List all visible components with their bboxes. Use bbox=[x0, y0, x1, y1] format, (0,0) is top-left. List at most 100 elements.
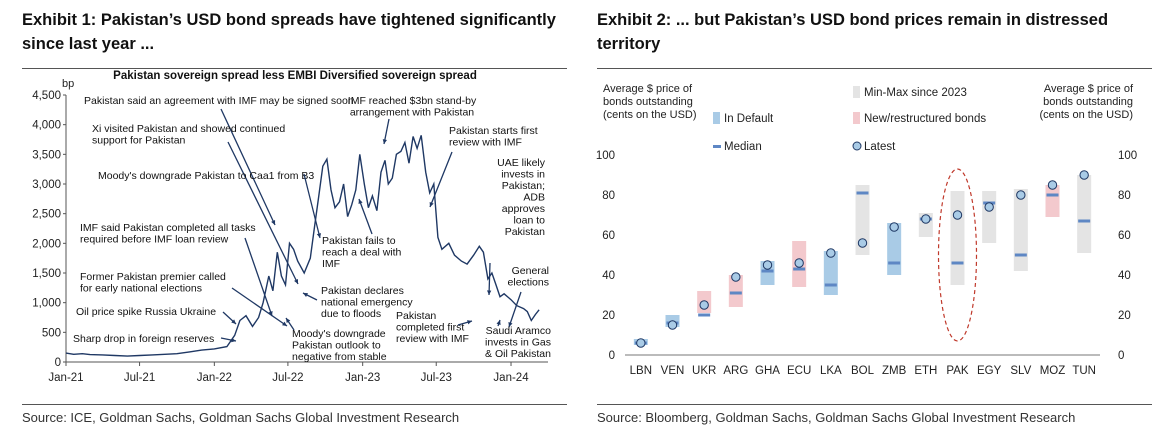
country-lbn bbox=[633, 338, 648, 348]
chart-1-annotation: Former Pakistan premier called for early … bbox=[80, 271, 288, 327]
x-tick-label: LKA bbox=[820, 365, 842, 377]
median-mark bbox=[824, 283, 837, 287]
y-tick-label: 1,000 bbox=[32, 298, 61, 310]
range-bar bbox=[982, 191, 997, 243]
latest-dot bbox=[952, 210, 963, 220]
y-tick-label: 3,000 bbox=[32, 179, 61, 191]
range-bar bbox=[1013, 189, 1028, 271]
latest-dot bbox=[889, 222, 899, 232]
y-tick-label-left: 40 bbox=[602, 270, 615, 282]
exhibit-2-bottom-rule bbox=[597, 404, 1152, 405]
median-mark bbox=[856, 191, 869, 195]
latest-dot bbox=[857, 238, 868, 248]
latest-dot bbox=[667, 320, 678, 330]
svg-text:Former Pakistan premier called: Former Pakistan premier called for early … bbox=[80, 271, 226, 295]
x-tick-label: Jul-22 bbox=[272, 372, 303, 384]
x-tick-label: Jan-23 bbox=[345, 372, 380, 384]
chart-1-annotation: General elections bbox=[508, 265, 549, 328]
x-tick-label: Jan-22 bbox=[197, 372, 232, 384]
svg-text:In Default: In Default bbox=[724, 113, 774, 125]
legend-minmax: Min-Max since 2023 bbox=[853, 86, 967, 99]
median-mark bbox=[793, 267, 806, 271]
country-tun bbox=[1077, 170, 1092, 253]
chart-1-annotation: Saudi Aramco invests in Gas & Oil Pakistan bbox=[485, 319, 551, 360]
latest-dot bbox=[699, 300, 709, 310]
y-tick-label-left: 20 bbox=[602, 310, 615, 322]
chart-1-annotation: Sharp drop in foreign reserves bbox=[73, 333, 237, 345]
svg-text:Sharp drop in foreign reserves: Sharp drop in foreign reserves bbox=[73, 333, 214, 345]
range-bar bbox=[1077, 175, 1092, 253]
y-tick-label: 3,500 bbox=[32, 149, 61, 161]
median-mark bbox=[1014, 253, 1027, 257]
country-moz bbox=[1045, 180, 1060, 217]
x-tick-label: PAK bbox=[946, 365, 968, 377]
svg-text:Latest: Latest bbox=[864, 141, 896, 153]
country-bol bbox=[855, 185, 870, 255]
latest-dot bbox=[636, 338, 646, 348]
chart-1-annotation: Oil price spike Russia Ukraine bbox=[76, 306, 237, 325]
svg-text:New/restructured bonds: New/restructured bonds bbox=[864, 113, 986, 125]
exhibit-2-source: Source: Bloomberg, Goldman Sachs, Goldma… bbox=[597, 410, 1076, 425]
exhibit-2-title: Exhibit 2: ... but Pakistan’s USD bond p… bbox=[597, 11, 1109, 53]
y-tick-label-right: 60 bbox=[1118, 230, 1131, 242]
chart-1-annotation: Pakistan fails to reach a deal with IMF bbox=[322, 198, 402, 270]
exhibit-1-panel: Exhibit 1: Pakistan’s USD bond spreads h… bbox=[0, 0, 575, 441]
latest-dot bbox=[762, 260, 773, 270]
legend-in-default: In Default bbox=[713, 112, 774, 125]
exhibit-2-top-rule bbox=[597, 68, 1152, 69]
chart-1-annotation: Xi visited Pakistan and showed continued… bbox=[92, 123, 299, 285]
svg-text:Xi visited Pakistan and showed: Xi visited Pakistan and showed continued… bbox=[92, 123, 285, 147]
median-mark bbox=[698, 313, 711, 317]
range-bar bbox=[950, 191, 965, 285]
chart-1-annotation: Moody's downgrade Pakistan to Caa1 from … bbox=[98, 170, 322, 239]
x-tick-label: LBN bbox=[630, 365, 652, 377]
latest-dot bbox=[826, 248, 836, 258]
range-bar bbox=[1045, 185, 1060, 217]
x-tick-label: ETH bbox=[914, 365, 937, 377]
y-tick-label-right: 80 bbox=[1118, 190, 1131, 202]
chart-1-y-axis-label: bp bbox=[62, 78, 74, 90]
latest-dot bbox=[1047, 180, 1058, 190]
x-tick-label: Jul-23 bbox=[421, 372, 452, 384]
country-ven bbox=[665, 315, 680, 330]
median-mark bbox=[761, 269, 774, 273]
y-tick-label-left: 80 bbox=[602, 190, 615, 202]
latest-dot bbox=[1079, 170, 1089, 180]
pak-highlight-ellipse bbox=[937, 168, 978, 342]
y-tick-label-right: 0 bbox=[1118, 350, 1124, 362]
median-mark bbox=[729, 291, 742, 295]
chart-1-annotation: Pakistan said an agreement with IMF may … bbox=[84, 95, 354, 226]
country-pak bbox=[937, 168, 978, 342]
legend-new-restructured: New/restructured bonds bbox=[853, 112, 986, 125]
chart-1-title: Pakistan sovereign spread less EMBI Dive… bbox=[113, 70, 477, 82]
latest-dot bbox=[921, 214, 931, 224]
svg-text:(cents on the USD): (cents on the USD) bbox=[1039, 109, 1133, 121]
x-tick-label: VEN bbox=[661, 365, 685, 377]
exhibit-1-chart: Pakistan sovereign spread less EMBI Dive… bbox=[32, 70, 551, 384]
median-mark bbox=[1046, 193, 1059, 197]
svg-text:Oil price spike Russia Ukraine: Oil price spike Russia Ukraine bbox=[76, 306, 216, 318]
chart-1-annotation: IMF reached $3bn stand-by arrangement wit… bbox=[348, 95, 477, 145]
y-tick-label-right: 100 bbox=[1118, 150, 1137, 162]
x-tick-label: EGY bbox=[977, 365, 1002, 377]
country-ukr bbox=[697, 291, 712, 317]
svg-text:Average $ price of: Average $ price of bbox=[603, 83, 693, 95]
latest-dot bbox=[984, 202, 994, 212]
chart-1-annotation: Pakistan starts first review with IMF bbox=[429, 125, 538, 208]
country-lka bbox=[823, 248, 838, 295]
range-bar bbox=[855, 185, 870, 255]
svg-text:Average $ price of: Average $ price of bbox=[1044, 83, 1134, 95]
x-tick-label: ECU bbox=[787, 365, 811, 377]
svg-text:Min-Max since 2023: Min-Max since 2023 bbox=[864, 87, 967, 99]
x-tick-label: TUN bbox=[1072, 365, 1096, 377]
y-tick-label-left: 0 bbox=[609, 350, 615, 362]
